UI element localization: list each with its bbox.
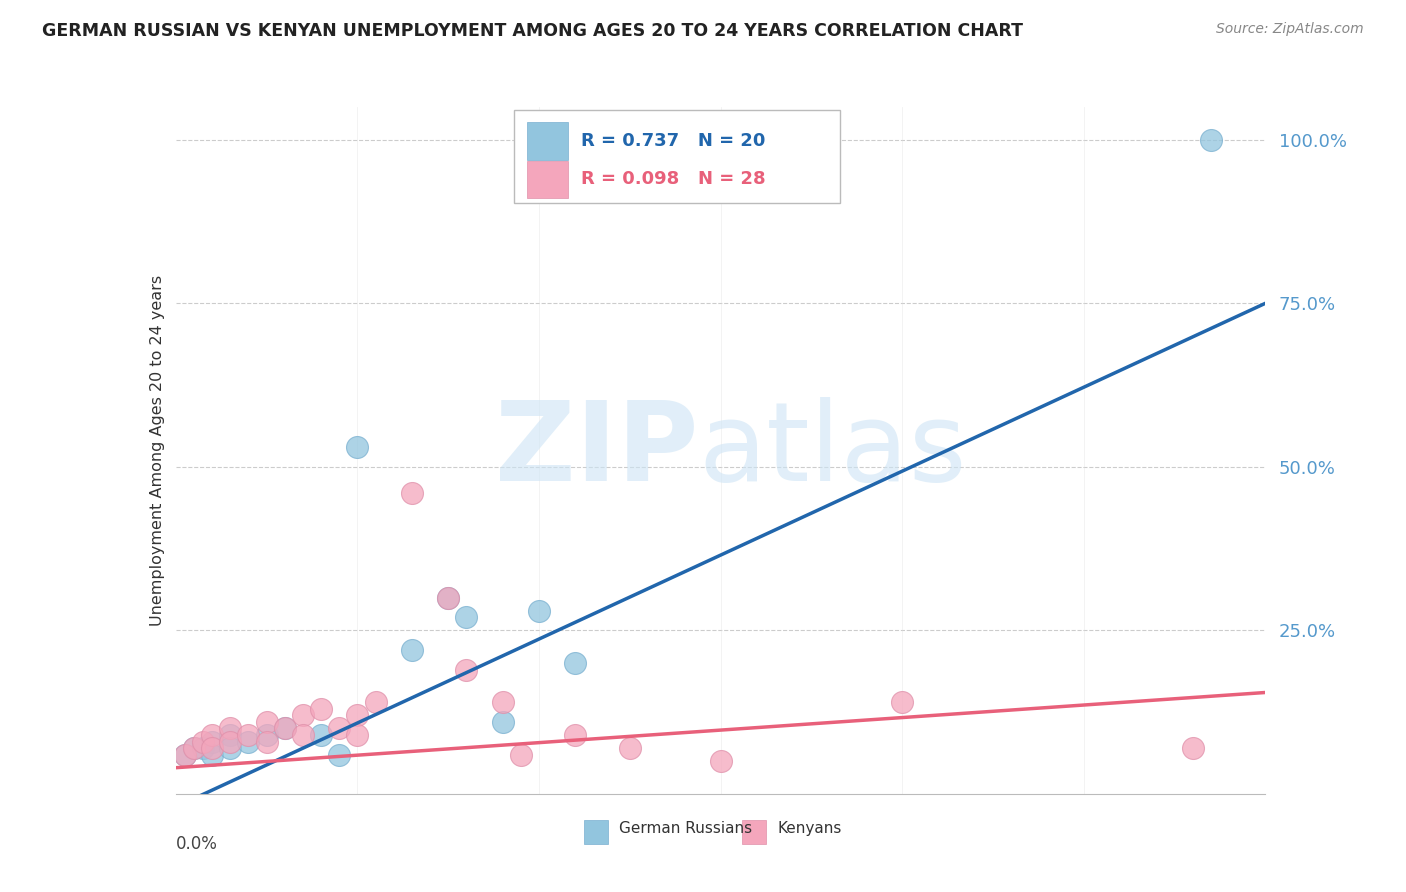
- Point: [256, 728, 278, 742]
- Point: [238, 728, 260, 742]
- Text: ZIP: ZIP: [495, 397, 699, 504]
- Point: [173, 747, 195, 762]
- Point: [219, 722, 242, 736]
- Point: [456, 610, 478, 624]
- Text: Source: ZipAtlas.com: Source: ZipAtlas.com: [1216, 22, 1364, 37]
- Text: 0.0%: 0.0%: [176, 835, 218, 853]
- Point: [437, 591, 460, 605]
- Point: [346, 728, 368, 742]
- FancyBboxPatch shape: [742, 821, 766, 844]
- Point: [309, 728, 332, 742]
- Point: [509, 747, 531, 762]
- Point: [891, 695, 914, 709]
- Point: [201, 741, 224, 756]
- Point: [309, 702, 332, 716]
- Point: [492, 695, 515, 709]
- Point: [564, 728, 586, 742]
- Text: German Russians: German Russians: [619, 821, 752, 836]
- Point: [346, 708, 368, 723]
- Point: [183, 741, 205, 756]
- Point: [173, 747, 195, 762]
- Point: [346, 440, 368, 454]
- Y-axis label: Unemployment Among Ages 20 to 24 years: Unemployment Among Ages 20 to 24 years: [149, 275, 165, 626]
- Point: [256, 734, 278, 748]
- Point: [328, 747, 350, 762]
- FancyBboxPatch shape: [527, 122, 568, 160]
- Point: [291, 728, 314, 742]
- Point: [1181, 741, 1204, 756]
- Point: [274, 722, 297, 736]
- Point: [238, 734, 260, 748]
- Text: R = 0.737   N = 20: R = 0.737 N = 20: [581, 132, 765, 150]
- Point: [456, 663, 478, 677]
- Point: [191, 734, 214, 748]
- Point: [619, 741, 641, 756]
- Point: [564, 656, 586, 670]
- Text: atlas: atlas: [699, 397, 967, 504]
- Point: [201, 734, 224, 748]
- FancyBboxPatch shape: [585, 821, 609, 844]
- Point: [191, 741, 214, 756]
- Point: [1199, 133, 1222, 147]
- Point: [219, 734, 242, 748]
- Point: [492, 714, 515, 729]
- Point: [401, 486, 423, 500]
- Point: [291, 708, 314, 723]
- Point: [437, 591, 460, 605]
- Point: [219, 728, 242, 742]
- Point: [219, 741, 242, 756]
- Point: [328, 722, 350, 736]
- Point: [527, 604, 550, 618]
- Text: Kenyans: Kenyans: [778, 821, 842, 836]
- Text: GERMAN RUSSIAN VS KENYAN UNEMPLOYMENT AMONG AGES 20 TO 24 YEARS CORRELATION CHAR: GERMAN RUSSIAN VS KENYAN UNEMPLOYMENT AM…: [42, 22, 1024, 40]
- FancyBboxPatch shape: [527, 161, 568, 198]
- Point: [710, 754, 733, 768]
- Text: R = 0.098   N = 28: R = 0.098 N = 28: [581, 170, 766, 188]
- Point: [401, 643, 423, 657]
- Point: [183, 741, 205, 756]
- Point: [364, 695, 387, 709]
- Point: [274, 722, 297, 736]
- Point: [201, 728, 224, 742]
- Point: [256, 714, 278, 729]
- FancyBboxPatch shape: [513, 111, 841, 203]
- Point: [201, 747, 224, 762]
